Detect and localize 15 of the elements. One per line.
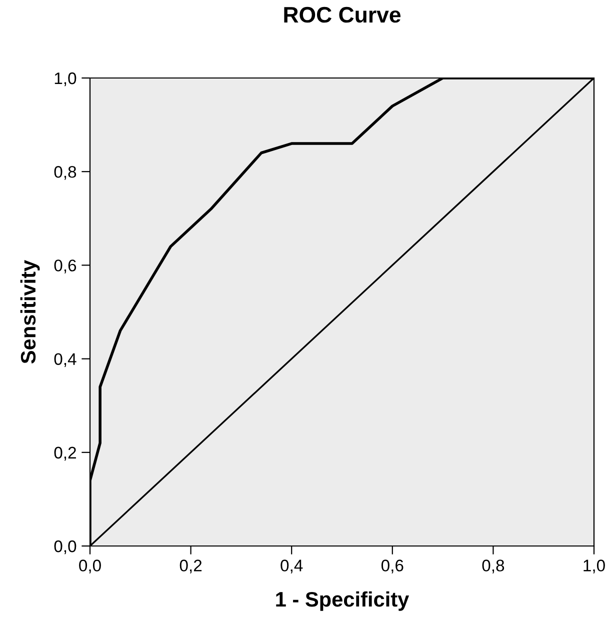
x-axis-title: 1 - Specificity <box>276 591 410 611</box>
y-tick-label: 0,4 <box>54 353 76 367</box>
y-tick-label: 0,6 <box>54 260 76 274</box>
y-tick-label: 1,0 <box>54 72 76 86</box>
x-tick-label: 0,2 <box>180 560 202 574</box>
x-tick-label: 0,8 <box>482 560 504 574</box>
chart-title: ROC Curve <box>284 6 401 23</box>
y-tick-label: 0,8 <box>54 166 76 180</box>
x-tick-label: 0,6 <box>381 560 404 574</box>
x-tick-label: 0,0 <box>79 560 101 574</box>
y-tick-label: 0,2 <box>54 446 76 461</box>
y-tick-label: 0,0 <box>54 540 76 554</box>
x-tick-label: 0,4 <box>280 560 303 574</box>
y-axis-title: Sensitivity <box>20 260 40 364</box>
x-tick-label: 1,0 <box>584 560 605 574</box>
